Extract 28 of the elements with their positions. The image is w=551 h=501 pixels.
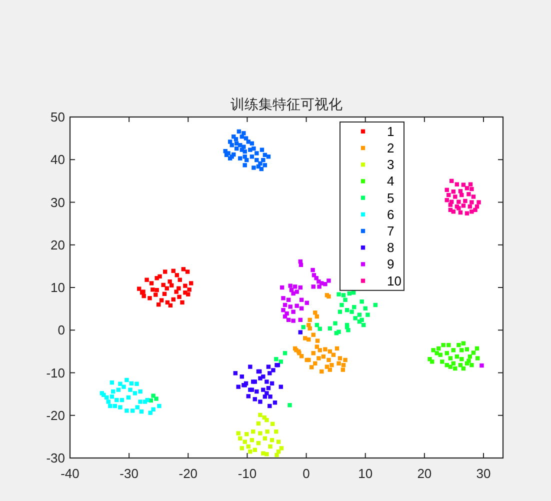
y-tick-label: 50 <box>50 110 65 124</box>
y-tick-label: -30 <box>46 450 65 466</box>
legend-label: 1 <box>387 124 394 139</box>
x-tick-label: -40 <box>60 466 80 481</box>
y-tick-label: -20 <box>46 408 65 423</box>
legend-label: 9 <box>387 256 394 272</box>
legend-label: 4 <box>387 174 394 189</box>
y-tick-label: -10 <box>46 365 65 380</box>
legend-label: 3 <box>387 157 394 172</box>
x-tick-label: 30 <box>476 466 491 481</box>
legend-label: 7 <box>387 224 394 238</box>
legend-label: 2 <box>387 140 394 156</box>
x-tick-label: -20 <box>178 466 198 481</box>
x-tick-label: 0 <box>302 466 310 481</box>
y-tick-label: 10 <box>50 280 65 295</box>
legend-label: 5 <box>387 190 394 206</box>
x-tick-label: -30 <box>120 466 138 481</box>
legend-label: 6 <box>387 206 394 222</box>
legend-label: 10 <box>387 273 402 288</box>
x-tick-label: 20 <box>417 466 432 481</box>
x-tick-label: 10 <box>358 466 373 481</box>
y-tick-label: 30 <box>50 194 65 210</box>
y-tick-label: 40 <box>50 152 65 168</box>
title: 训练集特征可视化 <box>230 96 342 112</box>
legend-label: 8 <box>387 240 394 256</box>
y-tick-label: 20 <box>50 237 65 252</box>
y-tick-label: 0 <box>58 322 65 338</box>
x-tick-label: -10 <box>238 466 257 481</box>
